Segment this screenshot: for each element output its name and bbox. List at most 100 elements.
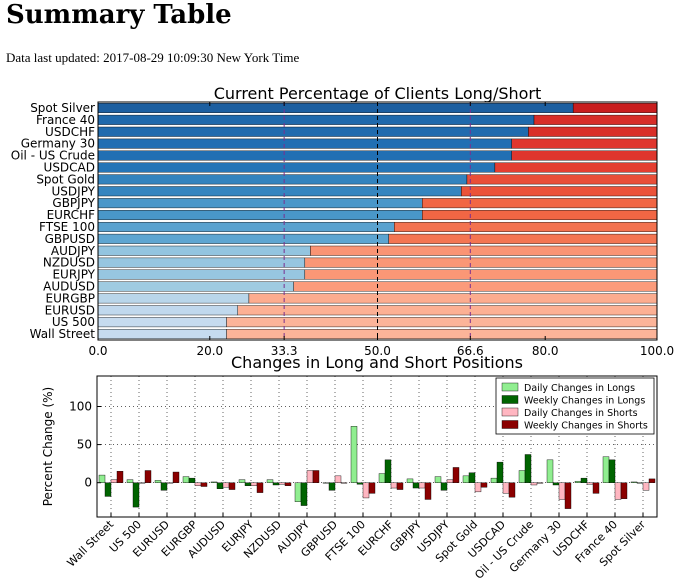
- legend-swatch: [501, 407, 519, 417]
- change-bar: [592, 482, 600, 494]
- category-label: US 500: [52, 315, 95, 329]
- change-bar: [266, 479, 274, 483]
- x-tick-label: 80.0: [532, 344, 559, 358]
- change-bar: [272, 482, 280, 486]
- change-bar: [132, 482, 140, 508]
- change-bar: [390, 482, 398, 489]
- change-bar: [502, 482, 510, 494]
- legend: Daily Changes in Longs Weekly Changes in …: [495, 377, 655, 435]
- change-bar: [642, 482, 650, 491]
- category-label: NZDUSD: [43, 256, 95, 270]
- change-bar: [396, 482, 404, 490]
- category-label: GBPUSD: [45, 232, 95, 246]
- long-bar: [97, 102, 574, 113]
- change-bar: [238, 479, 246, 483]
- change-bar: [322, 482, 330, 484]
- change-bar: [256, 482, 264, 493]
- short-bar: [528, 126, 658, 137]
- y-tick-label: 0: [84, 476, 92, 490]
- long-bar: [97, 174, 468, 185]
- legend-label: Weekly Changes in Shorts: [524, 421, 648, 432]
- short-bar: [422, 198, 658, 209]
- category-label: EURUSD: [45, 303, 95, 317]
- change-bar: [412, 482, 420, 489]
- long-bar: [97, 233, 389, 244]
- legend-frame: [495, 377, 655, 435]
- change-bar: [110, 479, 118, 483]
- category-label: France 40: [36, 113, 95, 127]
- last-updated-label: Data last updated:: [6, 50, 100, 65]
- change-bar: [166, 482, 174, 484]
- plot-frame: [96, 375, 658, 518]
- short-bar: [461, 186, 658, 197]
- long-bar: [97, 138, 512, 149]
- change-bar: [312, 470, 320, 483]
- x-tick-label: 20.0: [196, 344, 223, 358]
- change-bar: [138, 482, 146, 484]
- change-bar: [362, 482, 370, 499]
- change-bar: [216, 482, 224, 489]
- change-bar: [580, 477, 588, 483]
- legend-swatch: [501, 395, 519, 404]
- change-bar: [160, 482, 168, 491]
- change-bar: [116, 471, 124, 483]
- change-bar: [564, 482, 572, 509]
- change-bar: [98, 474, 106, 483]
- change-bar: [222, 482, 230, 488]
- legend-swatch: [501, 382, 519, 392]
- short-bar: [511, 150, 658, 161]
- short-bar: [304, 257, 658, 268]
- change-bar: [620, 482, 628, 499]
- change-bar: [524, 454, 532, 483]
- change-bar: [126, 479, 134, 483]
- change-bar: [250, 482, 258, 486]
- short-bar: [304, 269, 658, 280]
- change-bar: [452, 467, 460, 483]
- long-bar: [97, 281, 294, 292]
- long-bar: [97, 269, 306, 280]
- change-bar: [468, 472, 476, 483]
- change-bar: [462, 475, 470, 483]
- long-bar: [97, 245, 311, 256]
- category-label: EURJPY: [52, 268, 95, 282]
- legend-label: Weekly Changes in Longs: [524, 396, 645, 407]
- change-bar: [278, 482, 286, 485]
- category-label: USDCAD: [44, 160, 95, 174]
- change-bar: [334, 475, 342, 483]
- long-bar: [97, 293, 250, 304]
- x-tick-label: 66.6: [457, 344, 484, 358]
- category-label: EURGBP: [46, 291, 95, 305]
- change-bar: [546, 459, 554, 483]
- long-bar: [97, 221, 395, 232]
- last-updated: Data last updated: 2017-08-29 10:09:30 N…: [6, 50, 299, 66]
- change-bar: [608, 459, 616, 483]
- long-bar: [97, 126, 529, 137]
- changes-chart: Changes in Long and Short Positions 0 50 10…: [41, 353, 658, 582]
- long-bar: [97, 317, 227, 328]
- change-bar: [530, 482, 538, 486]
- change-bar: [340, 482, 348, 484]
- change-bar: [350, 426, 358, 483]
- category-label: Wall Street: [30, 327, 96, 341]
- change-bar: [378, 473, 386, 483]
- change-bar: [602, 456, 610, 483]
- y-tick-label: 100: [69, 399, 92, 413]
- change-bar: [496, 461, 504, 483]
- y-axis-label: Percent Change (%): [41, 387, 55, 507]
- short-bar: [226, 317, 658, 328]
- change-bar: [300, 482, 308, 506]
- long-bar: [97, 305, 238, 316]
- change-bar: [244, 482, 252, 486]
- change-bar: [518, 470, 526, 483]
- legend-label: Daily Changes in Shorts: [524, 408, 638, 419]
- change-bar: [614, 482, 622, 500]
- short-bar: [466, 174, 658, 185]
- category-label: EURCHF: [47, 208, 96, 222]
- category-label: AUDJPY: [51, 244, 96, 258]
- change-bar: [480, 482, 488, 488]
- long-bar: [97, 114, 535, 125]
- change-bar: [368, 482, 376, 494]
- change-bar: [574, 480, 582, 483]
- last-updated-value: 2017-08-29 10:09:30 New York Time: [103, 50, 300, 65]
